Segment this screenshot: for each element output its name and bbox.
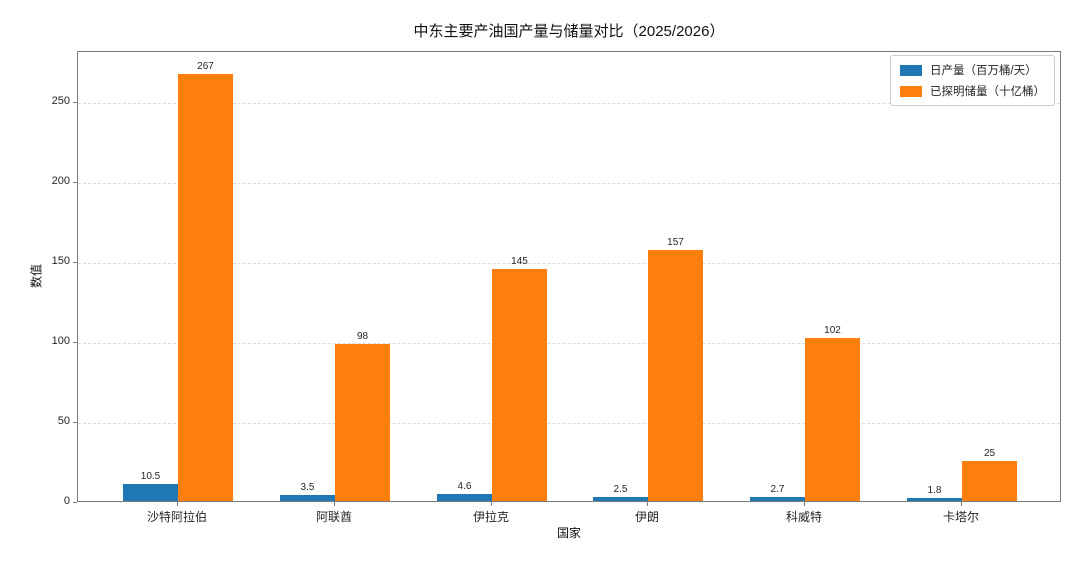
legend-item: 已探明储量（十亿桶） — [900, 83, 1045, 99]
x-axis-tick-label: 科威特 — [785, 510, 823, 524]
gridline — [78, 183, 1060, 184]
y-axis-tick-label: 50 — [57, 415, 70, 427]
bar-production — [437, 494, 492, 501]
bar-value-label: 2.5 — [613, 484, 628, 495]
legend: 日产量（百万桶/天） 已探明储量（十亿桶） — [890, 55, 1055, 106]
bar-production — [750, 497, 805, 501]
plot-area: 10.5 3.5 4.6 2.5 2.7 1.8 267 98 145 157 102 25 — [77, 51, 1061, 502]
bar-value-label: 10.5 — [140, 471, 161, 482]
bar-reserves — [178, 74, 233, 501]
gridline — [78, 263, 1060, 264]
x-axis-tick-label: 沙特阿拉伯 — [146, 510, 208, 524]
legend-label: 日产量（百万桶/天） — [930, 65, 1037, 77]
chart-title: 中东主要产油国产量与储量对比（2025/2026） — [413, 23, 725, 40]
legend-label: 已探明储量（十亿桶） — [930, 86, 1045, 98]
x-axis-tick-label: 伊朗 — [634, 510, 660, 524]
legend-item: 日产量（百万桶/天） — [900, 62, 1045, 78]
bar-reserves — [492, 269, 547, 501]
x-axis-label: 国家 — [556, 526, 581, 540]
y-axis-tick — [73, 342, 77, 343]
y-axis-tick — [73, 502, 77, 503]
x-axis-tick — [334, 502, 335, 506]
y-axis-tick — [73, 262, 77, 263]
y-axis-tick-label: 250 — [51, 95, 70, 107]
bar-production — [593, 497, 648, 501]
bar-value-label: 4.6 — [457, 481, 472, 492]
legend-swatch-icon — [900, 64, 922, 76]
x-axis-tick — [804, 502, 805, 506]
y-axis-tick — [73, 182, 77, 183]
gridline — [78, 103, 1060, 104]
bar-value-label: 102 — [824, 325, 841, 336]
bar-production — [123, 484, 178, 501]
bar-value-label: 145 — [511, 256, 528, 267]
bar-reserves — [962, 461, 1017, 501]
y-axis-tick — [73, 422, 77, 423]
x-axis-tick-label: 卡塔尔 — [942, 510, 980, 524]
x-axis-tick — [961, 502, 962, 506]
bar-reserves — [335, 344, 390, 501]
gridline — [78, 343, 1060, 344]
bar-value-label: 1.8 — [927, 485, 942, 496]
y-axis-tick-label: 0 — [63, 495, 70, 507]
y-axis-tick-label: 200 — [51, 175, 70, 187]
bar-value-label: 267 — [197, 61, 214, 72]
x-axis-tick-label: 阿联酋 — [315, 510, 353, 524]
x-axis-tick-label: 伊拉克 — [472, 510, 510, 524]
bar-value-label: 25 — [983, 448, 996, 459]
y-axis-tick-label: 100 — [51, 335, 70, 347]
legend-swatch-icon — [900, 85, 922, 97]
bar-production — [280, 495, 335, 501]
bar-value-label: 2.7 — [770, 484, 785, 495]
bar-reserves — [805, 338, 860, 501]
y-axis-tick-label: 150 — [51, 255, 70, 267]
bar-production — [907, 498, 962, 501]
x-axis-tick — [177, 502, 178, 506]
bar-value-label: 3.5 — [300, 482, 315, 493]
bar-value-label: 98 — [356, 331, 369, 342]
y-axis-label: 数值 — [29, 263, 44, 289]
x-axis-tick — [491, 502, 492, 506]
bar-value-label: 157 — [667, 237, 684, 248]
x-axis-tick — [647, 502, 648, 506]
gridline — [78, 423, 1060, 424]
bar-reserves — [648, 250, 703, 501]
y-axis-tick — [73, 102, 77, 103]
